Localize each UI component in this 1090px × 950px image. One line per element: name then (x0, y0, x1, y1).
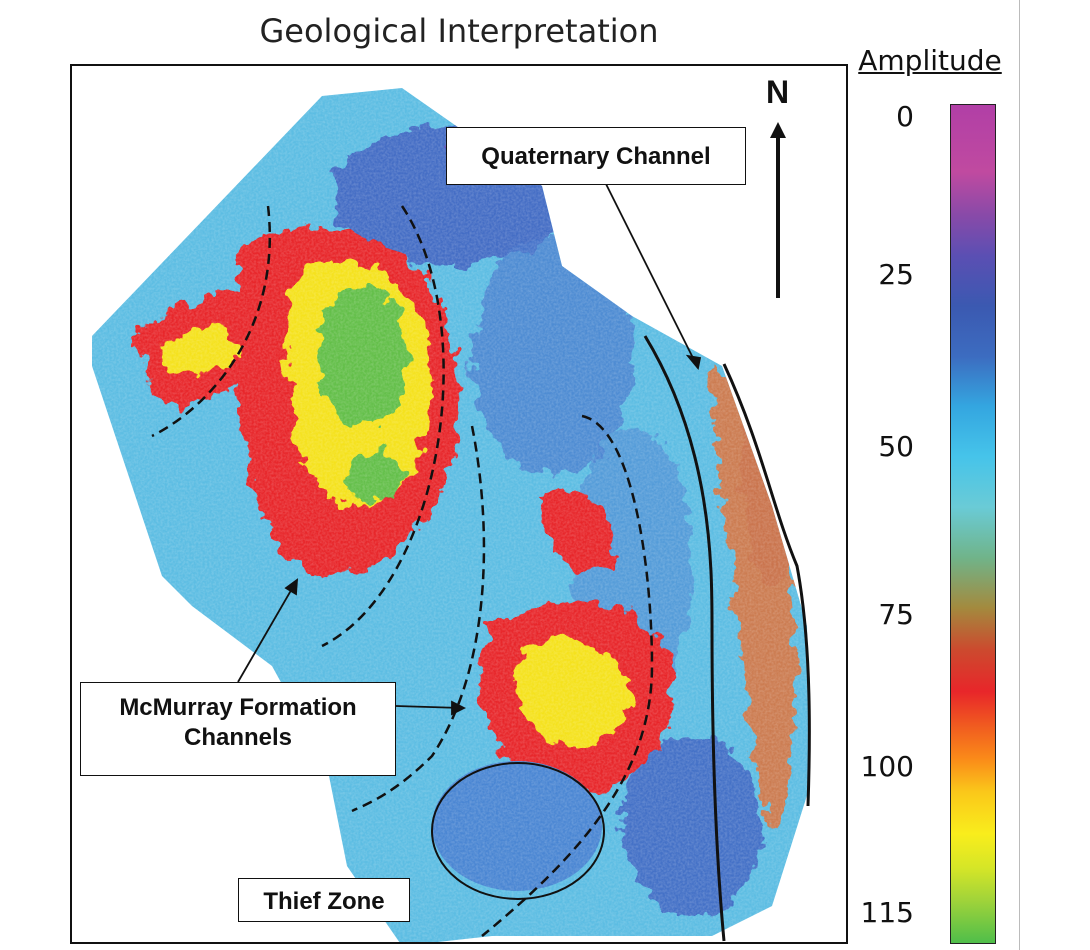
mcmurray-label-line2: Channels (183, 724, 293, 751)
colorbar-tick-0: 0 (896, 100, 914, 133)
map-canvas (92, 88, 811, 942)
channel-boundary-1 (151, 205, 271, 438)
mcmurray-channel-boundaries (151, 205, 654, 937)
colorbar-tick-25: 25 (878, 258, 914, 291)
right-divider (1019, 0, 1020, 950)
thief-zone-outline (431, 762, 605, 900)
quaternary-channel-boundaries (643, 335, 811, 942)
north-label: N (766, 74, 790, 110)
quaternary-boundary-east (722, 363, 811, 807)
thief-zone-label: Thief Zone (238, 878, 410, 922)
seismic-amplitude-map: Quaternary Channel McMurray Formation Ch… (70, 64, 848, 944)
colorbar-tick-50: 50 (878, 430, 914, 463)
quaternary-boundary-west (643, 335, 726, 942)
mcmurray-channels-label: McMurray Formation Channels (80, 682, 396, 776)
leader-mcmurray-1 (237, 579, 298, 683)
leader-lines (237, 175, 702, 716)
leader-quaternary (601, 175, 699, 369)
mcmurray-label-line1: McMurray Formation (119, 694, 357, 721)
channel-boundary-3 (351, 425, 486, 813)
north-arrow (770, 122, 786, 298)
map-title: Geological Interpretation (259, 12, 659, 50)
channel-boundary-4 (481, 414, 654, 937)
colorbar-tick-100: 100 (860, 750, 914, 783)
quaternary-channel-label: Quaternary Channel (446, 127, 746, 185)
amplitude-colorbar (950, 104, 996, 944)
colorbar-tick-115: 115 (860, 896, 914, 929)
amplitude-survey-area (92, 88, 810, 942)
colorbar-title: Amplitude (858, 44, 1002, 77)
colorbar-tick-75: 75 (878, 598, 914, 631)
pixel-texture (92, 88, 810, 942)
leader-mcmurray-2 (395, 705, 463, 709)
